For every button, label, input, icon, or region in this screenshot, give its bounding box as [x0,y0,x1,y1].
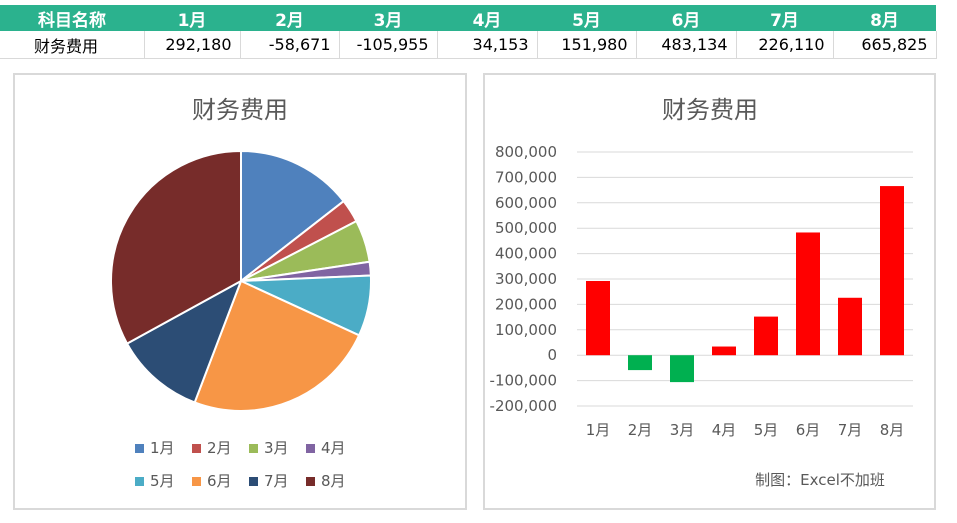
bar-chart: 财务费用 800,000 700,000 600,000 500,000 400,000… [490,96,913,489]
x-tick-label: 7月 [838,421,863,439]
x-tick-label: 2月 [628,421,653,439]
y-tick-label: 600,000 [495,194,557,212]
header-cell-month: 5月 [537,5,636,31]
header-cell-month: 2月 [240,5,339,31]
header-cell-month: 7月 [736,5,833,31]
pie-chart-panel[interactable]: 财务费用 1月 2月 3月 4月 5月 6月 7月 8月 [13,73,467,510]
y-tick-label: 100,000 [495,321,557,339]
legend-label: 5月 [150,472,175,490]
x-tick-label: 6月 [796,421,821,439]
legend-swatch [135,477,144,486]
header-cell-month: 6月 [636,5,736,31]
bar[interactable] [838,297,862,356]
bar[interactable] [628,355,652,371]
pie-chart-title: 财务费用 [192,96,288,124]
legend-swatch [192,477,201,486]
header-cell-month: 4月 [437,5,537,31]
pie-slice[interactable] [125,278,243,404]
bar[interactable] [754,316,778,356]
bar-chart-panel[interactable]: 财务费用 800,000 700,000 600,000 500,000 400,000… [483,73,936,510]
value-cell[interactable]: 665,825 [833,31,937,59]
x-axis-ticks: 1月 2月 3月 4月 5月 6月 7月 8月 [586,421,905,439]
bar[interactable] [880,186,904,356]
legend-label: 8月 [321,472,346,490]
bar[interactable] [796,232,820,356]
y-tick-label: 500,000 [495,219,557,237]
bar-chart-title: 财务费用 [662,96,758,124]
value-cell[interactable]: -105,955 [339,31,438,59]
legend-swatch [249,477,258,486]
header-cell-month: 1月 [144,5,240,31]
chart-credit: 制图：Excel不加班 [755,471,885,489]
legend-swatch [192,444,201,453]
y-tick-label: 0 [547,346,557,364]
data-table: 科目名称 1月 2月 3月 4月 5月 6月 7月 8月 财务费用 292,18… [0,5,937,59]
y-tick-label: 400,000 [495,245,557,263]
value-cell[interactable]: 34,153 [437,31,538,59]
legend-label: 1月 [150,439,175,457]
legend-label: 2月 [207,439,232,457]
value-cell[interactable]: 151,980 [537,31,637,59]
table-header-row: 科目名称 1月 2月 3月 4月 5月 6月 7月 8月 [0,5,936,31]
legend-label: 7月 [264,472,289,490]
x-tick-label: 8月 [880,421,905,439]
pie-slices [110,149,372,412]
value-cell[interactable]: 226,110 [736,31,834,59]
legend-label: 3月 [264,439,289,457]
y-tick-label: 800,000 [495,143,557,161]
pie-slice[interactable] [193,279,361,412]
y-tick-label: 300,000 [495,270,557,288]
header-cell-month: 8月 [833,5,936,31]
row-label-cell[interactable]: 财务费用 [0,31,145,59]
x-tick-label: 5月 [754,421,779,439]
header-cell-month: 3月 [339,5,437,31]
y-tick-label: -200,000 [490,397,557,415]
value-cell[interactable]: 483,134 [636,31,737,59]
value-cell[interactable]: -58,671 [240,31,340,59]
legend-swatch [306,444,315,453]
y-tick-label: 200,000 [495,295,557,313]
bar[interactable] [670,355,694,383]
legend-swatch [306,477,315,486]
y-tick-label: -100,000 [490,372,557,390]
bar-series [586,186,904,383]
legend-label: 4月 [321,439,346,457]
pie-legend: 1月 2月 3月 4月 5月 6月 7月 8月 [135,439,346,490]
pie-chart: 财务费用 1月 2月 3月 4月 5月 6月 7月 8月 [110,96,372,490]
bar-gridlines [577,151,913,407]
x-tick-label: 1月 [586,421,611,439]
pie-slice[interactable] [110,149,242,345]
table-row: 财务费用 292,180 -58,671 -105,955 34,153 151… [0,31,937,59]
pie-slice[interactable] [240,149,346,284]
bar[interactable] [712,346,736,356]
legend-label: 6月 [207,472,232,490]
header-cell-label: 科目名称 [0,5,144,31]
legend-swatch [249,444,258,453]
y-tick-label: 700,000 [495,168,557,186]
x-tick-label: 4月 [712,421,737,439]
y-axis-ticks: 800,000 700,000 600,000 500,000 400,000 300,0… [490,143,557,415]
x-tick-label: 3月 [670,421,695,439]
legend-swatch [135,444,144,453]
bar[interactable] [586,280,610,356]
value-cell[interactable]: 292,180 [144,31,241,59]
